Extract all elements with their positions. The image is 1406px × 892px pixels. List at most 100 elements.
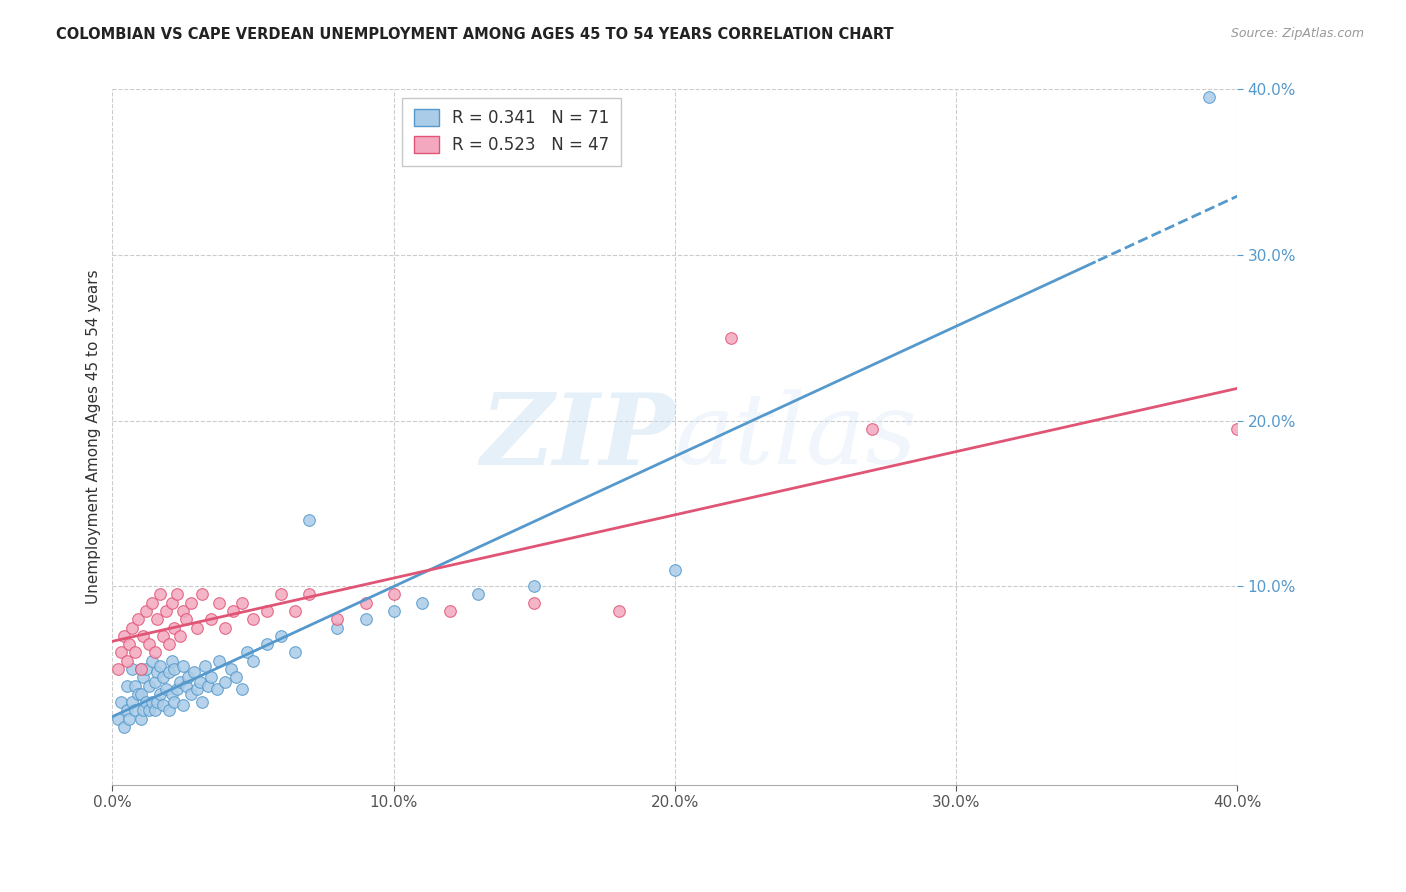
Point [191, 695, 214, 709]
Point [194, 658, 217, 673]
Point [191, 587, 214, 601]
Point [135, 604, 157, 618]
Point [152, 629, 174, 643]
Point [354, 612, 377, 626]
Point [132, 670, 155, 684]
Point [236, 645, 259, 659]
Point [467, 587, 489, 601]
Point [208, 596, 231, 610]
Point [208, 654, 231, 668]
Point [231, 596, 253, 610]
Point [157, 637, 180, 651]
Point [149, 587, 172, 601]
Point [124, 703, 146, 717]
Point [382, 587, 405, 601]
Point [242, 612, 264, 626]
Point [138, 679, 160, 693]
Point [214, 675, 236, 690]
Point [256, 637, 278, 651]
Point [115, 679, 138, 693]
Point [160, 654, 183, 668]
Point [177, 670, 200, 684]
Point [411, 596, 433, 610]
Text: Source: ZipAtlas.com: Source: ZipAtlas.com [1230, 27, 1364, 40]
Point [121, 621, 143, 635]
Point [180, 687, 202, 701]
Point [326, 621, 349, 635]
Point [146, 665, 169, 680]
Point [188, 675, 211, 690]
Point [205, 681, 228, 696]
Point [174, 612, 197, 626]
Point [115, 654, 138, 668]
Y-axis label: Unemployment Among Ages 45 to 54 years: Unemployment Among Ages 45 to 54 years [86, 269, 101, 605]
Point [186, 681, 208, 696]
Text: atlas: atlas [675, 390, 918, 484]
Point [225, 670, 247, 684]
Point [200, 612, 222, 626]
Point [382, 604, 405, 618]
Point [160, 687, 183, 701]
Point [141, 695, 163, 709]
Point [124, 679, 146, 693]
Point [132, 629, 155, 643]
Point [523, 579, 546, 593]
Point [127, 612, 149, 626]
Point [115, 703, 138, 717]
Point [354, 596, 377, 610]
Point [152, 670, 174, 684]
Text: COLOMBIAN VS CAPE VERDEAN UNEMPLOYMENT AMONG AGES 45 TO 54 YEARS CORRELATION CHA: COLOMBIAN VS CAPE VERDEAN UNEMPLOYMENT A… [56, 27, 894, 42]
Point [326, 612, 349, 626]
Point [163, 662, 186, 676]
Point [138, 637, 160, 651]
Point [149, 658, 172, 673]
Point [143, 645, 166, 659]
Point [222, 604, 245, 618]
Point [231, 681, 253, 696]
Point [169, 629, 191, 643]
Point [169, 675, 191, 690]
Point [107, 662, 129, 676]
Point [200, 670, 222, 684]
Point [607, 604, 630, 618]
Point [172, 604, 194, 618]
Point [186, 621, 208, 635]
Point [174, 679, 197, 693]
Point [129, 687, 152, 701]
Point [219, 662, 242, 676]
Point [118, 712, 141, 726]
Point [172, 658, 194, 673]
Point [166, 587, 188, 601]
Point [160, 596, 183, 610]
Point [132, 703, 155, 717]
Point [155, 604, 177, 618]
Point [107, 712, 129, 726]
Point [143, 703, 166, 717]
Point [157, 703, 180, 717]
Point [183, 665, 205, 680]
Point [135, 662, 157, 676]
Point [523, 596, 546, 610]
Point [172, 698, 194, 713]
Point [180, 596, 202, 610]
Point [118, 637, 141, 651]
Point [214, 621, 236, 635]
Point [270, 587, 292, 601]
Point [112, 629, 135, 643]
Point [149, 687, 172, 701]
Point [110, 695, 132, 709]
Point [298, 587, 321, 601]
Point [860, 422, 883, 436]
Point [129, 712, 152, 726]
Point [112, 720, 135, 734]
Point [121, 662, 143, 676]
Point [124, 645, 146, 659]
Point [129, 662, 152, 676]
Point [166, 681, 188, 696]
Point [284, 604, 307, 618]
Point [284, 645, 307, 659]
Point [163, 621, 186, 635]
Point [163, 695, 186, 709]
Text: ZIP: ZIP [479, 389, 675, 485]
Point [141, 654, 163, 668]
